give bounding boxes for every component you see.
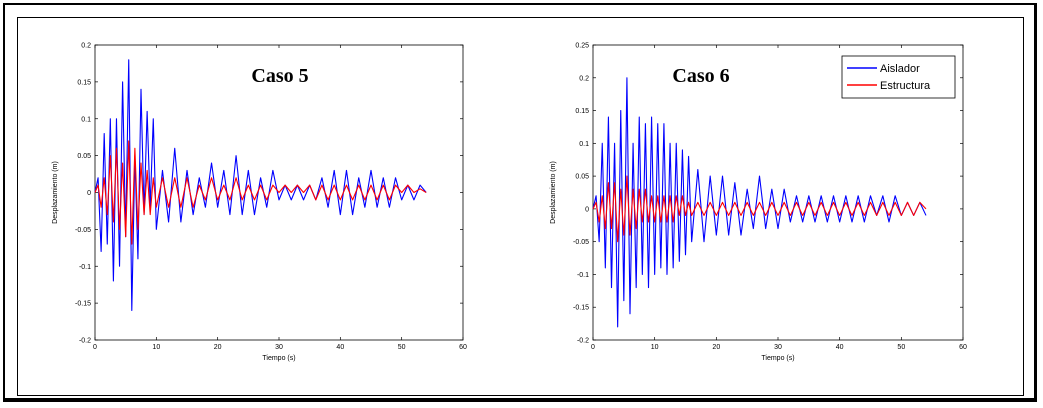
x-tick-label: 40 (836, 344, 844, 351)
x-tick-label: 50 (398, 344, 406, 351)
y-tick-label: 0.1 (579, 141, 589, 148)
series-line-estructura (592, 175, 927, 243)
x-tick-label: 60 (959, 344, 967, 351)
y-axis-label: Desplazamiento (m) (550, 161, 557, 224)
y-tick-label: -0.05 (573, 239, 589, 246)
x-tick-label: 30 (275, 344, 283, 351)
y-tick-label: 0.15 (77, 79, 91, 86)
x-tick-label: 40 (336, 344, 344, 351)
chart-2: 0 10 20 30 40 50 60 -0.2 -0.15 -0.1 -0.05 0 0.05 0.1 0… (550, 43, 967, 363)
legend-label: Estructura (880, 80, 931, 92)
y-tick-label: -0.2 (577, 338, 589, 345)
series-line-red (94, 140, 427, 245)
y-tick-label: -0.05 (75, 227, 91, 234)
x-tick-label: 60 (459, 344, 467, 351)
legend: Aislador Estructura (841, 55, 956, 99)
x-tick-label: 30 (774, 344, 782, 351)
x-axis-label: Tiempo (s) (262, 355, 295, 362)
y-tick-label: 0.05 (575, 174, 589, 181)
y-tick-label: -0.15 (75, 301, 91, 308)
y-tick-label: 0.1 (81, 116, 91, 123)
x-axis-label: Tiempo (s) (761, 355, 794, 362)
y-tick-label: 0.2 (579, 75, 589, 82)
series-line-blue (94, 59, 427, 312)
case-annotation: Caso 5 (251, 65, 308, 87)
x-tick-label: 0 (591, 344, 595, 351)
y-tick-label: 0 (585, 206, 589, 213)
x-tick-label: 50 (897, 344, 905, 351)
x-tick-label: 0 (93, 344, 97, 351)
y-tick-label: -0.15 (573, 305, 589, 312)
y-tick-label: 0.05 (77, 153, 91, 160)
case-annotation: Caso 6 (672, 65, 729, 87)
y-tick-label: 0.15 (575, 108, 589, 115)
y-tick-label: 0.25 (575, 43, 589, 50)
x-tick-label: 20 (214, 344, 222, 351)
y-tick-label: 0.2 (81, 43, 91, 50)
figure-inner-border (17, 17, 1024, 396)
y-tick-label: -0.2 (79, 338, 91, 345)
legend-box (841, 55, 956, 99)
x-tick-label: 10 (651, 344, 659, 351)
chart-1: 0 10 20 30 40 50 60 -0.2 -0.15 -0.1 -0.05 0 0.05 0.1 0… (52, 43, 467, 363)
series-line-aislador (592, 77, 927, 328)
x-tick-label: 10 (152, 344, 160, 351)
legend-label: Aislador (880, 63, 920, 75)
x-tick-label: 20 (712, 344, 720, 351)
y-tick-label: 0 (87, 190, 91, 197)
y-tick-label: -0.1 (577, 272, 589, 279)
y-axis-label: Desplazamiento (m) (52, 161, 59, 224)
y-tick-label: -0.1 (79, 264, 91, 271)
